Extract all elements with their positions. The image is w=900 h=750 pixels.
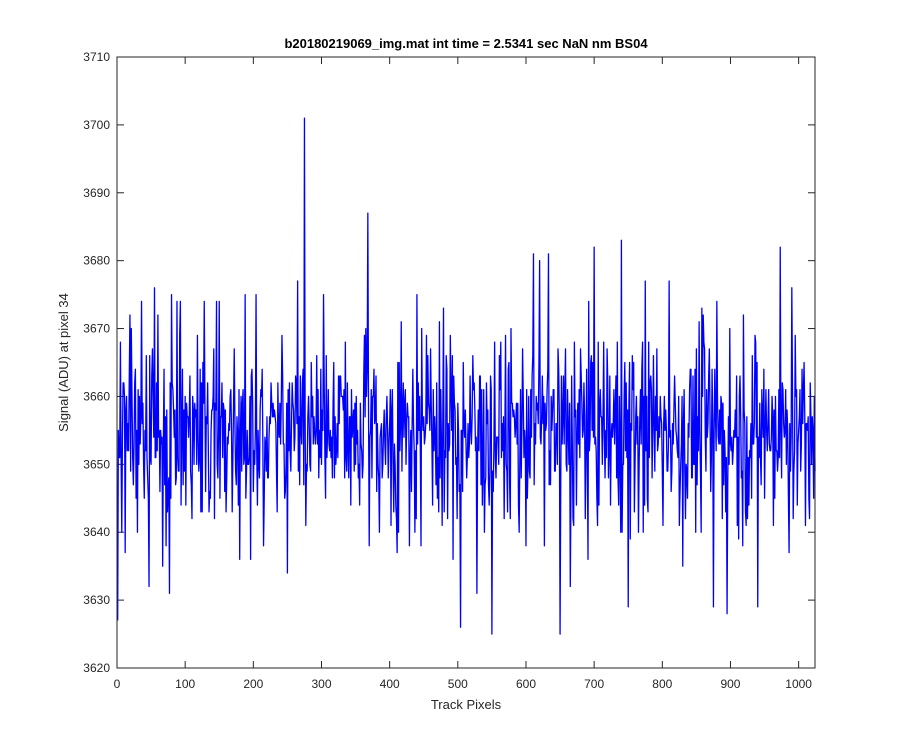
plot-frame <box>116 56 816 669</box>
x-tick-label: 400 <box>380 677 400 691</box>
x-axis-ticks: 0 100 200 300 400 500 600 700 800 900 1000 <box>114 57 812 691</box>
x-tick-label: 100 <box>175 677 195 691</box>
signal-trace-line <box>117 117 816 635</box>
y-axis-ticks: 3620 3630 3640 3650 3660 3670 3680 3690 3700 3710 <box>83 50 815 675</box>
y-tick-label: 3620 <box>83 661 110 675</box>
x-tick-label: 500 <box>448 677 468 691</box>
x-tick-label: 1000 <box>785 677 812 691</box>
plot-area <box>117 57 815 668</box>
series-layer <box>117 117 816 635</box>
x-tick-label: 600 <box>516 677 536 691</box>
y-tick-label: 3710 <box>83 50 110 64</box>
y-tick-label: 3700 <box>83 118 110 132</box>
y-tick-label: 3650 <box>83 457 110 471</box>
x-tick-label: 200 <box>243 677 263 691</box>
x-tick-label: 300 <box>311 677 331 691</box>
chart-title: b20180219069_img.mat int time = 2.5341 s… <box>284 36 648 51</box>
x-tick-label: 0 <box>114 677 121 691</box>
x-tick-label: 800 <box>652 677 672 691</box>
y-tick-label: 3670 <box>83 322 110 336</box>
y-tick-label: 3660 <box>83 389 110 403</box>
y-axis-label: Signal (ADU) at pixel 34 <box>56 293 71 432</box>
y-tick-label: 3640 <box>83 525 110 539</box>
y-tick-label: 3690 <box>83 186 110 200</box>
x-axis-label: Track Pixels <box>431 697 502 712</box>
y-tick-label: 3630 <box>83 593 110 607</box>
x-tick-label: 900 <box>720 677 740 691</box>
y-tick-label: 3680 <box>83 254 110 268</box>
x-tick-label: 700 <box>584 677 604 691</box>
